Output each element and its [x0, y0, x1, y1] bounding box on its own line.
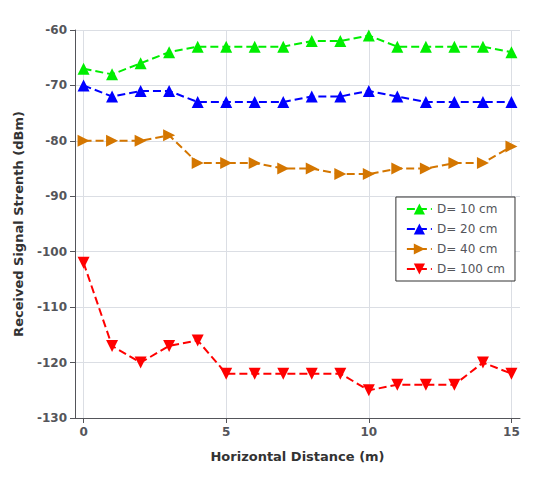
svg-text:5: 5: [222, 425, 230, 439]
svg-text:-60: -60: [45, 23, 67, 37]
svg-text:-70: -70: [45, 78, 67, 92]
svg-text:15: 15: [503, 425, 520, 439]
svg-text:-130: -130: [37, 411, 67, 425]
svg-text:-110: -110: [37, 300, 67, 314]
svg-text:D= 100 cm: D= 100 cm: [437, 262, 505, 276]
svg-text:D= 40 cm: D= 40 cm: [437, 242, 497, 256]
svg-text:Horizontal Distance (m): Horizontal Distance (m): [210, 449, 384, 464]
svg-text:10: 10: [360, 425, 377, 439]
svg-text:-90: -90: [45, 189, 67, 203]
svg-text:0: 0: [79, 425, 87, 439]
svg-text:-100: -100: [37, 245, 67, 259]
svg-text:-80: -80: [45, 134, 67, 148]
svg-text:Received Signal Strenth (dBm): Received Signal Strenth (dBm): [11, 111, 26, 337]
svg-text:-120: -120: [37, 356, 67, 370]
svg-text:D= 20 cm: D= 20 cm: [437, 222, 497, 236]
svg-text:D= 10 cm: D= 10 cm: [437, 202, 497, 216]
